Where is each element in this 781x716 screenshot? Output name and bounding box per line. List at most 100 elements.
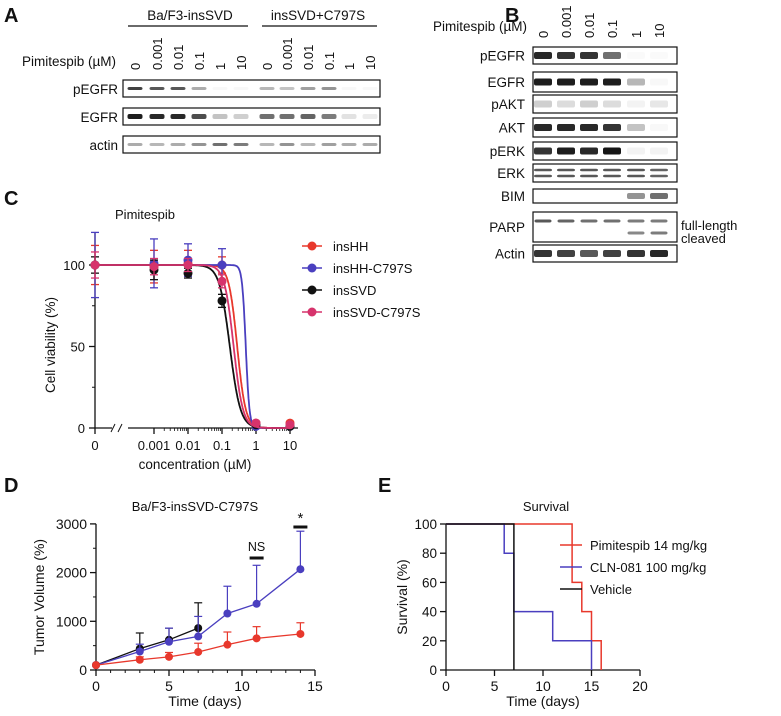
- blot-band: [259, 143, 275, 146]
- y-axis-label: Survival (%): [394, 559, 410, 634]
- legend-label: CLN-081 100 mg/kg: [590, 560, 706, 575]
- data-point-insSVD-C797S: [217, 276, 227, 286]
- blot-box: [122, 79, 381, 98]
- blot-band: [149, 114, 165, 119]
- blot-band: [534, 124, 552, 131]
- blot-band: [534, 168, 552, 172]
- blot-band: [650, 231, 668, 235]
- y-tick-label: 0: [79, 662, 87, 678]
- blot-band: [580, 52, 598, 59]
- data-point-Pimitespib 14 mg/kg: [194, 647, 203, 656]
- blot-band: [233, 143, 249, 146]
- data-point-CLN-081 100 mg/kg: [194, 632, 203, 641]
- blot-box: [122, 135, 381, 154]
- data-point-insHH-C797S: [217, 260, 227, 270]
- blot-band: [603, 250, 621, 257]
- blot-band: [557, 250, 575, 257]
- panel-e-survival-chart: Survival 0 20 40 60 80 100 0 5 10 15 20 Time (days) S…: [394, 499, 707, 709]
- y-tick-label: 1000: [56, 613, 87, 629]
- y-tick-label: 20: [422, 634, 437, 649]
- x-axis-label: Time (days): [506, 693, 579, 709]
- blot-band: [259, 87, 275, 90]
- blot-band: [557, 124, 575, 131]
- treatment-label: Pimitespib (µM): [433, 19, 527, 34]
- blot-band: [321, 114, 337, 119]
- lane-label: 0.1: [605, 20, 620, 38]
- blot-band: [557, 219, 575, 223]
- lane-label: 0: [128, 63, 143, 70]
- blot-band: [580, 168, 598, 172]
- group-label: Ba/F3-insSVD: [147, 8, 233, 23]
- parp-full-length-label: full-length: [681, 218, 737, 233]
- row-label: PARP: [489, 220, 525, 235]
- blot-band: [650, 79, 668, 86]
- fit-curve-insHH: [95, 264, 291, 429]
- blot-band: [580, 250, 598, 257]
- blot-band: [300, 114, 316, 119]
- blot-band: [627, 168, 645, 172]
- blot-band: [300, 143, 316, 146]
- axis-break: [110, 423, 116, 433]
- panel-c-dose-response-chart: Pimitespib 0 50 100 0 0.001 0.01 0.1 1 10 concentr…: [43, 207, 421, 472]
- blot-band: [557, 174, 575, 178]
- blot-band: [534, 147, 552, 155]
- blot-band: [149, 87, 165, 90]
- data-point-CLN-081 100 mg/kg: [296, 565, 305, 574]
- blot-band: [191, 114, 207, 119]
- blot-band: [279, 143, 295, 146]
- blot-band: [557, 78, 575, 86]
- x-tick-label: 0: [91, 438, 98, 453]
- data-point-insSVD-C797S: [90, 260, 100, 270]
- blot-band: [127, 114, 143, 119]
- panel-label-a: A: [4, 5, 18, 27]
- blot-band: [234, 87, 249, 90]
- blot-band: [212, 143, 228, 146]
- blot-band: [362, 143, 378, 146]
- lane-label: 0.001: [150, 37, 165, 70]
- legend-label: insHH: [333, 239, 368, 254]
- blot-band: [627, 100, 645, 108]
- blot-band: [603, 174, 621, 178]
- lane-label: 10: [363, 56, 378, 70]
- blot-band: [557, 52, 575, 59]
- lane-label: 0: [260, 63, 275, 70]
- blot-box: [532, 163, 678, 183]
- lane-label: 1: [629, 31, 644, 38]
- survival-curve-Vehicle: [446, 523, 515, 670]
- blot-band: [149, 143, 165, 146]
- row-label: pAKT: [491, 97, 525, 112]
- y-tick-label: 100: [63, 258, 85, 273]
- blot-band: [341, 143, 357, 146]
- significance-label: *: [297, 510, 303, 527]
- lane-label: 0.1: [322, 52, 337, 70]
- blot-band: [650, 174, 668, 178]
- blot-band: [213, 87, 228, 90]
- legend-label: insSVD: [333, 283, 376, 298]
- legend-label: insSVD-C797S: [333, 305, 421, 320]
- blot-band: [279, 114, 295, 119]
- lane-label: 0.01: [582, 13, 597, 38]
- blot-band: [650, 147, 668, 155]
- panel-label-d: D: [4, 475, 18, 497]
- x-tick-label: 0.01: [175, 438, 200, 453]
- data-point-Pimitespib 14 mg/kg: [223, 640, 232, 649]
- y-tick-label: 2000: [56, 565, 87, 581]
- blot-band: [191, 87, 207, 90]
- blot-band: [534, 78, 552, 86]
- blot-box: [532, 94, 678, 114]
- blot-band: [557, 168, 575, 172]
- data-point-insSVD-C797S: [251, 418, 261, 428]
- x-tick-label: 15: [584, 678, 600, 694]
- blot-band: [627, 147, 645, 155]
- row-label: AKT: [499, 121, 525, 136]
- row-label: pERK: [490, 144, 525, 159]
- y-tick-label: 3000: [56, 516, 87, 532]
- x-tick-label: 5: [491, 678, 499, 694]
- blot-band: [300, 87, 316, 90]
- blot-band: [603, 147, 621, 155]
- legend-label: Pimitespib 14 mg/kg: [590, 538, 707, 553]
- legend-marker: [307, 285, 317, 295]
- row-label: pEGFR: [480, 49, 525, 64]
- blot-band: [650, 168, 668, 172]
- data-point-CLN-081 100 mg/kg: [252, 599, 261, 608]
